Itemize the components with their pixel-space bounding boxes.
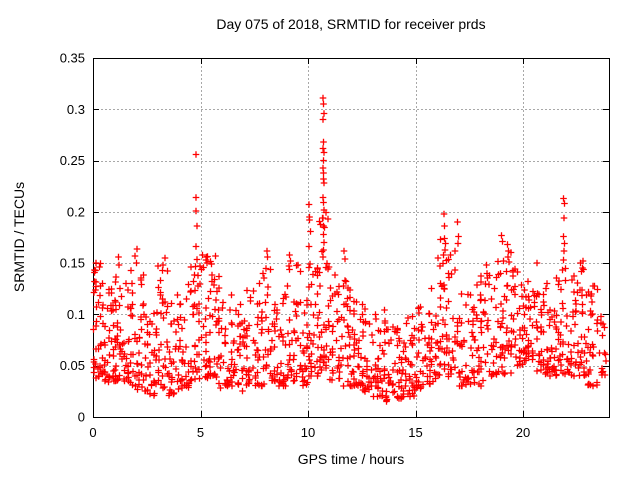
y-tick-label: 0.2 bbox=[67, 204, 85, 219]
axis-ticks bbox=[93, 58, 609, 418]
y-tick-label: 0 bbox=[78, 410, 85, 425]
x-tick-label: 15 bbox=[408, 425, 422, 440]
y-tick-label: 0.15 bbox=[60, 256, 85, 271]
x-tick-label: 0 bbox=[89, 425, 96, 440]
x-tick-label: 20 bbox=[516, 425, 530, 440]
plot-border bbox=[93, 58, 610, 418]
y-tick-label: 0.3 bbox=[67, 102, 85, 117]
chart-title: Day 075 of 2018, SRMTID for receiver prd… bbox=[216, 16, 486, 32]
y-tick-label: 0.35 bbox=[60, 51, 85, 66]
x-tick-label: 5 bbox=[197, 425, 204, 440]
data-points bbox=[90, 94, 610, 405]
x-tick-label: 10 bbox=[301, 425, 315, 440]
y-tick-label: 0.25 bbox=[60, 153, 85, 168]
y-tick-label: 0.05 bbox=[60, 358, 85, 373]
y-axis-label: SRMTID / TECUs bbox=[11, 181, 27, 293]
y-tick-label: 0.1 bbox=[67, 307, 85, 322]
x-axis-label: GPS time / hours bbox=[297, 451, 405, 467]
